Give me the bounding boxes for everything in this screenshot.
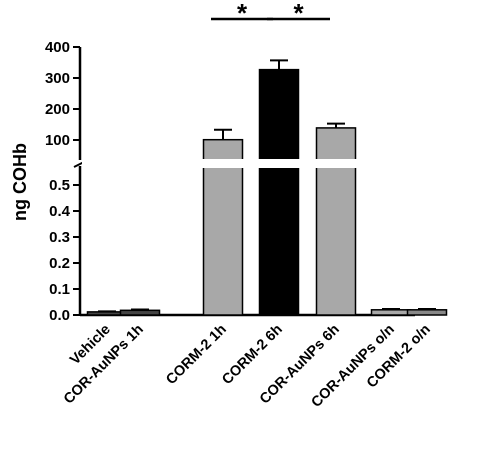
y-tick-label: 0.3 bbox=[49, 229, 70, 246]
y-tick-label: 200 bbox=[45, 101, 70, 118]
y-tick-label: 400 bbox=[45, 39, 70, 56]
significance-star: * bbox=[293, 0, 304, 28]
bar bbox=[406, 309, 448, 316]
bars bbox=[82, 59, 448, 316]
y-axis-label: ng COHb bbox=[10, 143, 30, 221]
bar bbox=[202, 138, 244, 316]
y-axis: 0.0 0.1 0.2 0.3 0.4 0.5 100 200 300 400 bbox=[45, 39, 415, 324]
y-tick-label: 0.2 bbox=[49, 255, 70, 272]
category-label: CORM-2 o/n bbox=[364, 322, 434, 392]
bar bbox=[258, 68, 300, 316]
y-tick-label: 0.0 bbox=[49, 307, 70, 324]
y-tick-label: 0.5 bbox=[49, 177, 70, 194]
y-tick-label: 100 bbox=[45, 132, 70, 149]
significance-star: * bbox=[237, 0, 248, 28]
y-tick-label: 0.1 bbox=[49, 281, 70, 298]
bar bbox=[370, 309, 412, 316]
significance-markers: * * bbox=[211, 0, 330, 28]
y-tick-label: 300 bbox=[45, 70, 70, 87]
bar bbox=[315, 127, 357, 316]
axis-break-band bbox=[82, 159, 417, 168]
y-tick-label: 0.4 bbox=[49, 203, 71, 220]
bar bbox=[119, 309, 161, 316]
